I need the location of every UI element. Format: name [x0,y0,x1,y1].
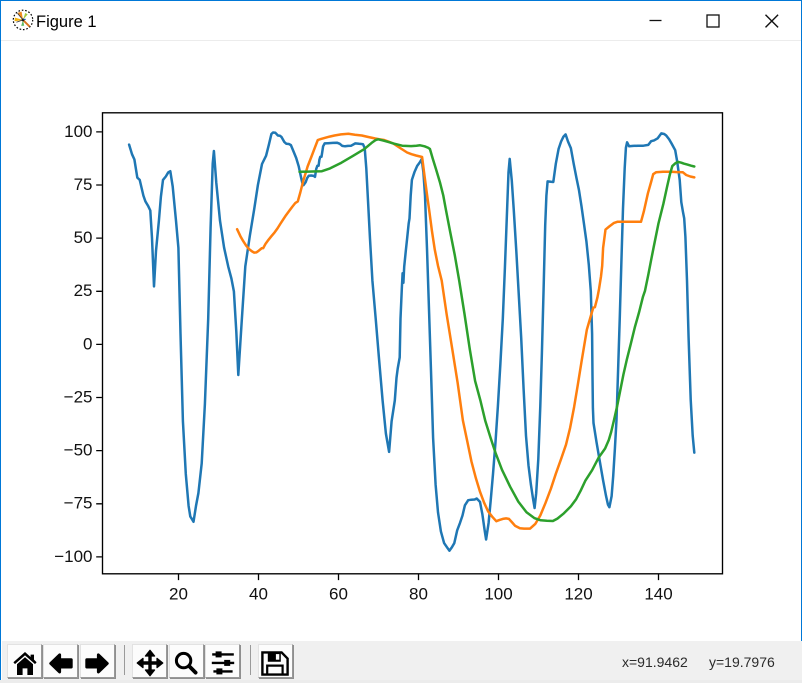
svg-text:−25: −25 [64,387,93,406]
svg-text:20: 20 [169,585,188,604]
svg-text:−100: −100 [54,547,92,566]
svg-text:120: 120 [564,585,592,604]
svg-text:50: 50 [74,228,93,247]
svg-text:75: 75 [74,175,93,194]
svg-text:0: 0 [83,334,92,353]
svg-text:140: 140 [644,585,672,604]
svg-text:40: 40 [249,585,268,604]
svg-text:80: 80 [409,585,428,604]
svg-text:−50: −50 [64,441,93,460]
svg-text:100: 100 [64,122,92,141]
svg-text:25: 25 [74,281,93,300]
svg-text:60: 60 [329,585,348,604]
svg-text:−75: −75 [64,494,93,513]
svg-text:100: 100 [484,585,512,604]
